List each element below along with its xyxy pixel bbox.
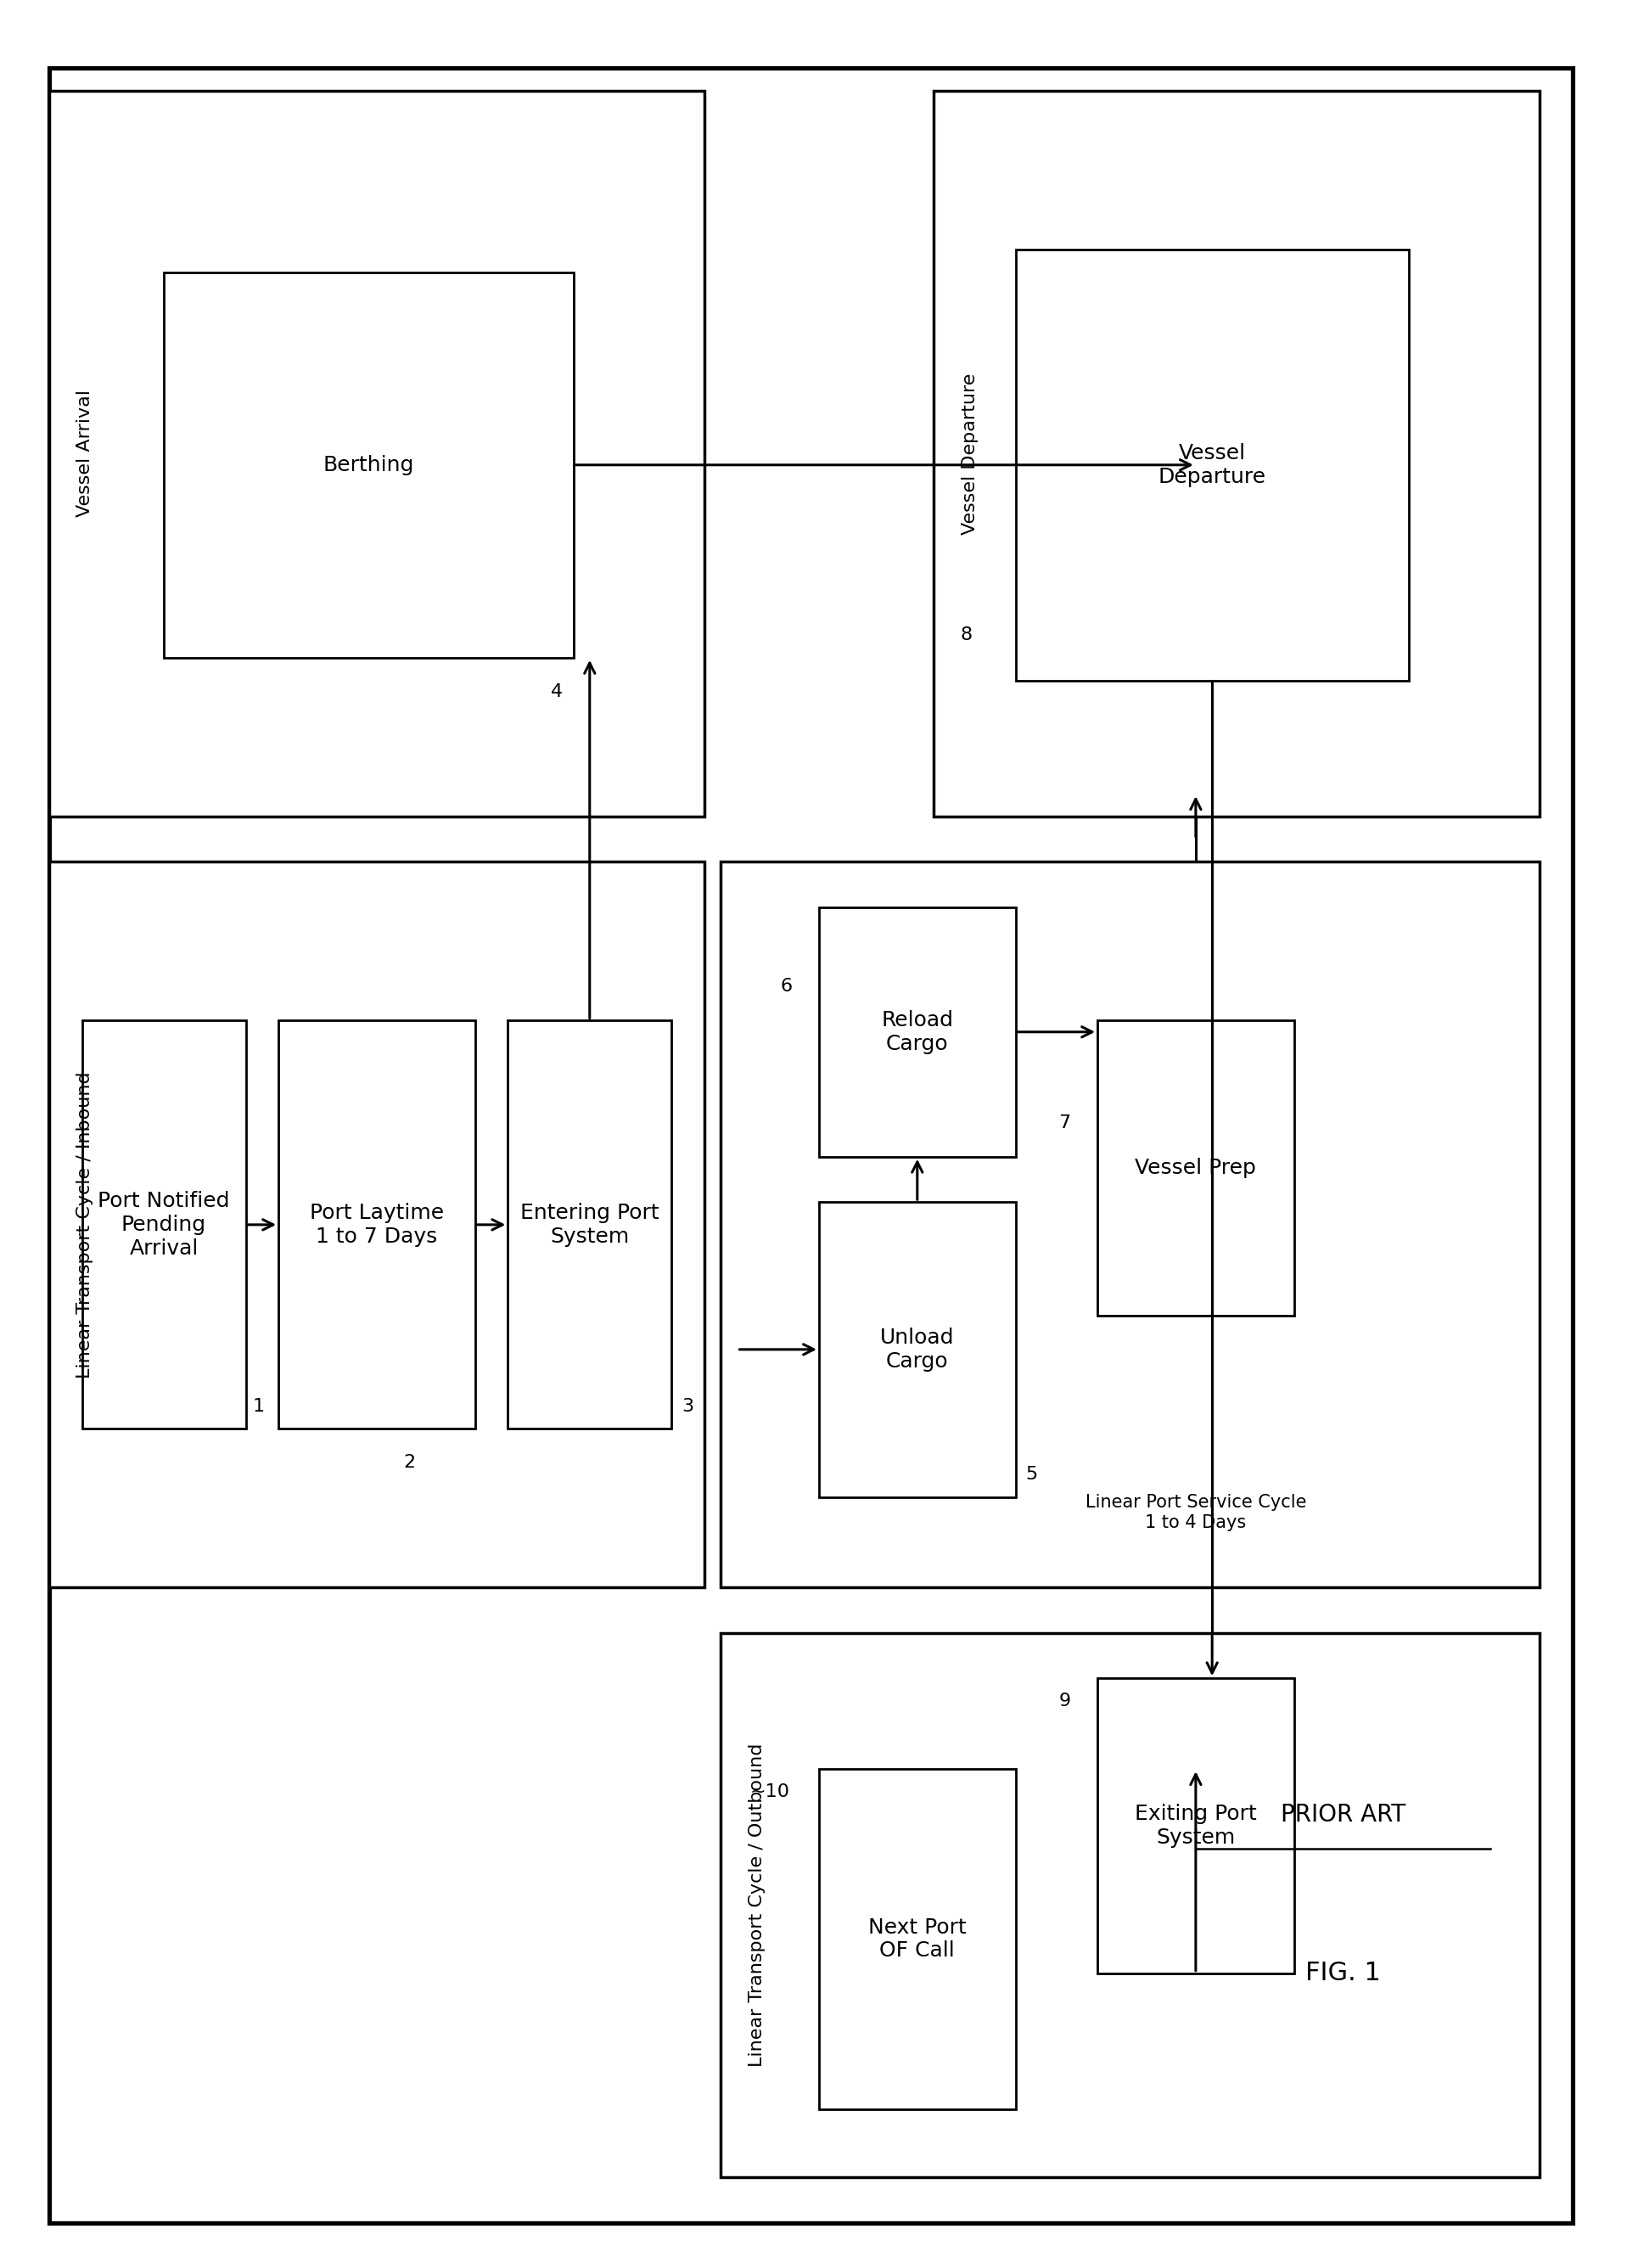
Text: Unload
Cargo: Unload Cargo bbox=[880, 1327, 955, 1372]
Text: Reload
Cargo: Reload Cargo bbox=[881, 1009, 953, 1055]
Text: Berthing: Berthing bbox=[323, 456, 414, 474]
Text: 5: 5 bbox=[1025, 1465, 1038, 1483]
Bar bbox=[819, 907, 1016, 1157]
Text: Vessel
Departure: Vessel Departure bbox=[1158, 442, 1266, 488]
Bar bbox=[1016, 249, 1409, 680]
Bar bbox=[721, 1633, 1540, 2177]
Text: Linear Transport Cycle / Inbound: Linear Transport Cycle / Inbound bbox=[77, 1070, 93, 1379]
Text: 3: 3 bbox=[681, 1397, 695, 1415]
Bar bbox=[278, 1021, 475, 1429]
Text: Vessel Arrival: Vessel Arrival bbox=[77, 390, 93, 517]
Text: Vessel Prep: Vessel Prep bbox=[1135, 1159, 1256, 1177]
Text: FIG. 1: FIG. 1 bbox=[1305, 1962, 1381, 1984]
Text: 8: 8 bbox=[960, 626, 973, 644]
Bar bbox=[49, 862, 704, 1588]
Bar bbox=[49, 91, 704, 816]
Bar bbox=[82, 1021, 246, 1429]
Bar bbox=[508, 1021, 672, 1429]
Text: Vessel Departure: Vessel Departure bbox=[962, 372, 978, 535]
Text: Port Laytime
1 to 7 Days: Port Laytime 1 to 7 Days bbox=[310, 1202, 444, 1247]
Text: Exiting Port
System: Exiting Port System bbox=[1135, 1803, 1256, 1848]
Text: Entering Port
System: Entering Port System bbox=[521, 1202, 658, 1247]
Text: 6: 6 bbox=[780, 978, 793, 996]
Bar bbox=[1097, 1021, 1294, 1315]
Text: 9: 9 bbox=[1058, 1692, 1071, 1710]
Bar bbox=[721, 862, 1540, 1588]
Text: Next Port
OF Call: Next Port OF Call bbox=[868, 1916, 966, 1962]
Text: Linear Transport Cycle / Outbound: Linear Transport Cycle / Outbound bbox=[749, 1744, 765, 2066]
Bar bbox=[819, 1202, 1016, 1497]
Text: 2: 2 bbox=[403, 1454, 416, 1472]
Text: 7: 7 bbox=[1058, 1114, 1071, 1132]
Bar bbox=[1097, 1678, 1294, 1973]
Bar bbox=[934, 91, 1540, 816]
Text: Linear Port Service Cycle
1 to 4 Days: Linear Port Service Cycle 1 to 4 Days bbox=[1086, 1495, 1305, 1531]
Bar bbox=[164, 272, 573, 658]
Text: 4: 4 bbox=[550, 683, 563, 701]
Text: ~10: ~10 bbox=[750, 1783, 790, 1801]
Text: PRIOR ART: PRIOR ART bbox=[1281, 1803, 1405, 1826]
Text: 1: 1 bbox=[252, 1397, 265, 1415]
Text: Port Notified
Pending
Arrival: Port Notified Pending Arrival bbox=[98, 1191, 229, 1259]
Bar bbox=[819, 1769, 1016, 2109]
